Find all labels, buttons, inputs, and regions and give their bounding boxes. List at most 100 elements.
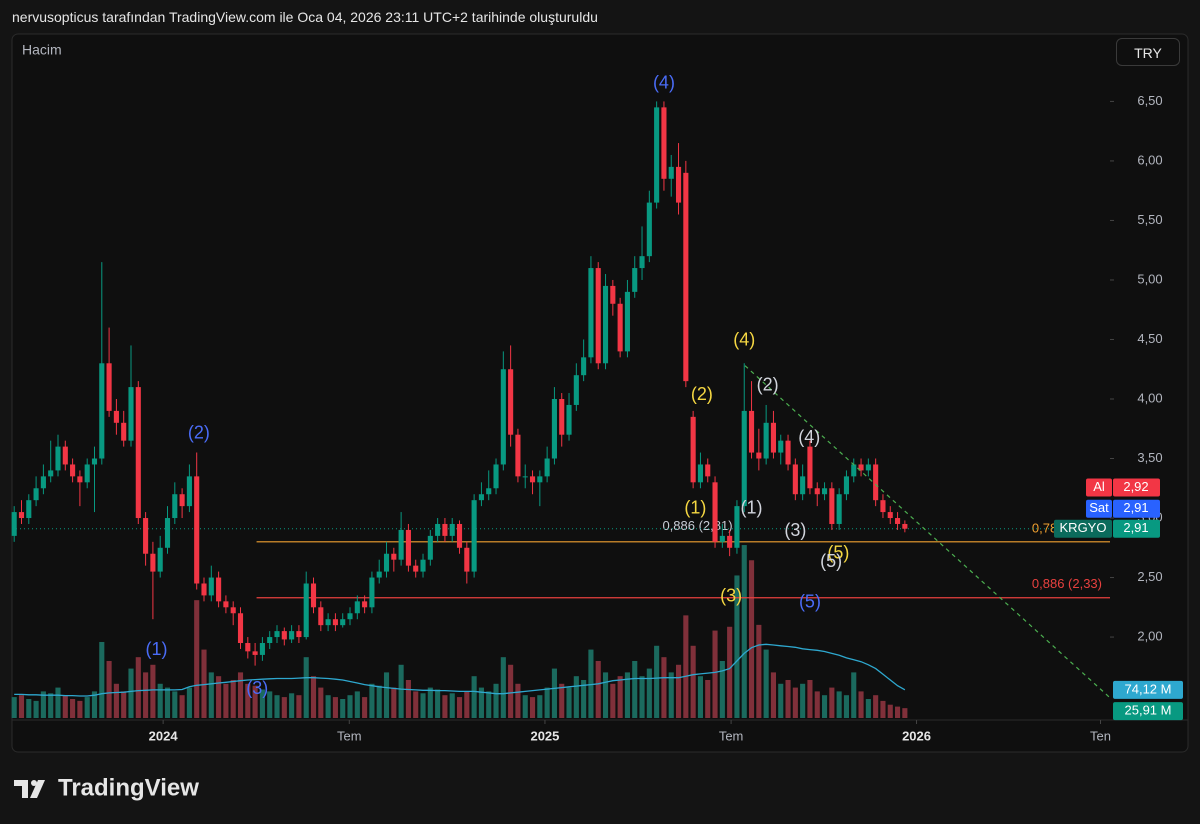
candle-body — [157, 547, 163, 572]
volume-bar — [705, 679, 711, 718]
candle-body — [697, 464, 703, 483]
candle-body — [544, 458, 550, 477]
trend-line — [744, 365, 1111, 699]
volume-bar — [661, 657, 667, 718]
price-badge-name-bg — [1086, 499, 1112, 518]
volume-bar — [223, 683, 229, 718]
candle-body — [26, 500, 32, 519]
volume-bar — [785, 679, 791, 718]
y-tick-label: 2,00 — [1137, 628, 1162, 643]
candle-body — [310, 583, 317, 608]
candle-body — [84, 464, 90, 483]
volume-badge-label: 74,12 M — [1125, 681, 1172, 696]
candle-body — [639, 256, 645, 269]
candle-body — [486, 488, 492, 495]
candle-body — [186, 476, 192, 507]
candle-body — [887, 512, 893, 519]
wave-label: (3) — [720, 585, 742, 605]
volume-bar — [237, 672, 244, 718]
candle-body — [566, 404, 572, 435]
candle-body — [405, 529, 411, 566]
volume-bar — [537, 695, 543, 718]
y-tick-label: 4,00 — [1137, 390, 1162, 405]
volume-bar — [902, 708, 908, 718]
currency-button[interactable]: TRY — [1116, 38, 1180, 66]
volume-bar — [807, 679, 813, 718]
volume-bar — [164, 687, 171, 718]
candle-body — [792, 464, 798, 495]
volume-bar — [464, 691, 470, 718]
candle-body — [11, 512, 17, 536]
volume-bar — [172, 691, 178, 718]
candle-body — [91, 458, 98, 465]
volume-bar — [70, 698, 76, 718]
wave-label: (4) — [798, 427, 820, 447]
volume-bar — [566, 687, 572, 718]
volume-bar — [449, 693, 455, 718]
volume-bar — [143, 672, 149, 718]
volume-bar — [756, 624, 762, 718]
volume-bar — [778, 683, 784, 718]
volume-bar — [99, 641, 105, 718]
candle-body — [398, 529, 404, 560]
candle-body — [33, 488, 39, 501]
volume-bar — [843, 695, 850, 718]
candle-body — [705, 464, 711, 477]
volume-bar — [456, 697, 463, 718]
candle-body — [48, 470, 54, 477]
x-tick-label: Tem — [337, 728, 362, 743]
candle-body — [208, 577, 214, 596]
volume-bar — [697, 676, 703, 718]
candle-body — [318, 607, 324, 626]
volume-bar — [208, 672, 214, 718]
volume-bar — [274, 695, 280, 718]
candle-body — [376, 571, 382, 578]
volume-bar — [113, 683, 119, 718]
volume-bar — [668, 672, 674, 718]
candle-body — [858, 464, 864, 471]
volume-badge-bg — [1113, 680, 1183, 699]
volume-bar — [683, 615, 689, 718]
candle-body — [201, 583, 207, 596]
pane-label: Hacim — [22, 42, 62, 58]
volume-bar — [741, 545, 747, 718]
candle-body — [617, 303, 623, 352]
candle-body — [281, 631, 287, 640]
volume-bar — [894, 706, 901, 718]
volume-bar — [369, 683, 375, 718]
candle-body — [267, 637, 273, 644]
candle-body — [493, 464, 499, 489]
volume-bar — [325, 695, 331, 718]
volume-bar — [792, 687, 798, 718]
candle-body — [800, 476, 806, 495]
volume-bar — [551, 668, 557, 718]
volume-bar — [216, 676, 222, 718]
volume-bar — [106, 660, 112, 718]
x-tick-label: Ten — [1090, 728, 1111, 743]
volume-bar — [48, 693, 54, 718]
volume-bar — [347, 695, 353, 718]
volume-bar — [486, 691, 492, 718]
price-badge-name: Sat — [1089, 500, 1109, 515]
volume-badge-bg — [1113, 702, 1183, 721]
price-badge-label: 2,91 — [1123, 520, 1148, 535]
candle-body — [413, 565, 419, 572]
candle-body — [770, 422, 777, 453]
logo-icon — [14, 780, 45, 798]
candle-body — [559, 398, 565, 435]
volume-bar — [851, 672, 857, 718]
volume-bar — [748, 560, 755, 718]
candle-body — [873, 464, 879, 501]
volume-bar — [121, 691, 127, 718]
volume-bar — [296, 695, 302, 718]
price-badge-bg — [1113, 478, 1160, 497]
candle-body — [216, 577, 222, 602]
volume-bar — [617, 676, 623, 718]
candle-body — [362, 601, 368, 608]
candle-body — [143, 518, 149, 554]
volume-bar — [690, 645, 696, 718]
candle-body — [230, 607, 236, 614]
x-tick-label: Tem — [719, 728, 744, 743]
volume-bar — [508, 664, 514, 718]
volume-bar — [719, 660, 725, 718]
